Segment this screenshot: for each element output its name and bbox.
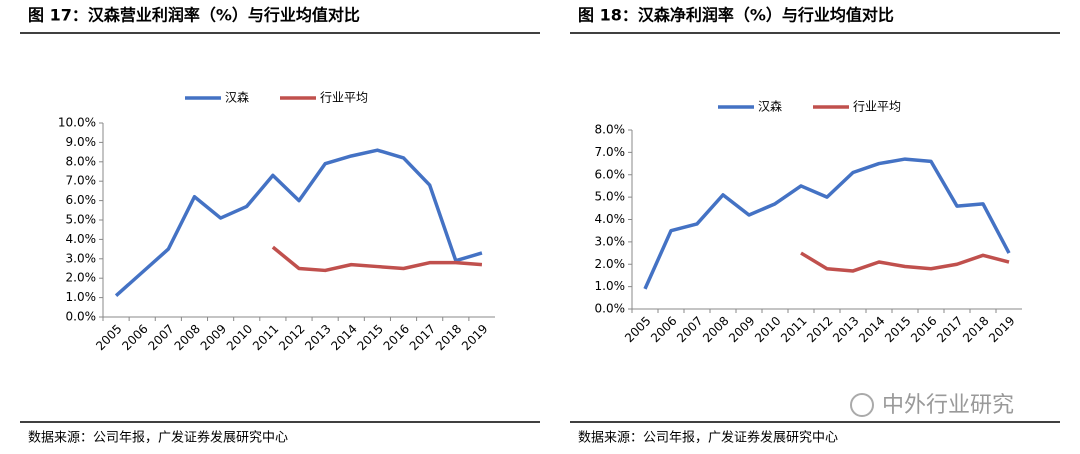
x-tick-label: 2011 [778,314,809,345]
series-line [114,148,483,297]
x-tick-label: 2008 [700,314,731,345]
x-tick-label: 2007 [674,314,705,345]
y-tick-label: 8.0% [595,123,626,137]
watermark-icon [850,393,874,417]
x-tick-label: 2019 [459,322,490,353]
x-tick-label: 2006 [119,322,150,353]
y-tick-label: 6.0% [66,193,97,207]
x-tick-label: 2008 [172,322,203,353]
legend-label: 行业平均 [320,91,368,105]
chart-title: 图 17：汉森营业利润率（%）与行业均值对比 [28,6,360,25]
series-line [271,245,483,273]
chart-panel: 图 18：汉森净利润率（%）与行业均值对比数据来源：公司年报，广发证券发展研究中… [570,6,1060,446]
x-tick-label: 2017 [407,322,438,353]
x-tick-label: 2015 [354,322,385,353]
x-tick-label: 2005 [93,322,124,353]
x-tick-label: 2010 [752,314,783,345]
x-tick-label: 2006 [648,314,679,345]
x-tick-label: 2011 [250,322,281,353]
x-tick-label: 2009 [198,322,229,353]
watermark-text: 中外行业研究 [882,393,1014,418]
y-tick-label: 2.0% [66,271,97,285]
y-tick-label: 7.0% [595,145,626,159]
x-tick-label: 2005 [622,314,653,345]
y-tick-label: 4.0% [595,212,626,226]
y-tick-label: 3.0% [595,234,626,248]
y-tick-label: 7.0% [66,174,97,188]
y-tick-label: 0.0% [595,302,626,316]
watermark: 中外行业研究 [850,393,1014,418]
series-line [643,157,1011,290]
x-tick-label: 2013 [830,314,861,345]
y-tick-label: 10.0% [58,116,96,130]
y-tick-label: 0.0% [66,310,97,324]
y-tick-label: 2.0% [595,257,626,271]
x-tick-label: 2012 [276,322,307,353]
y-tick-label: 1.0% [66,290,97,304]
legend-label: 汉森 [225,90,249,105]
x-tick-label: 2019 [986,314,1017,345]
x-tick-label: 2018 [433,322,464,353]
x-tick-label: 2017 [934,314,965,345]
y-tick-label: 6.0% [595,167,626,181]
x-tick-label: 2009 [726,314,757,345]
source-note: 数据来源：公司年报，广发证券发展研究中心 [28,430,288,446]
x-tick-label: 2018 [960,314,991,345]
legend-label: 行业平均 [853,100,901,114]
source-note: 数据来源：公司年报，广发证券发展研究中心 [578,430,838,446]
y-tick-label: 1.0% [595,279,626,293]
x-tick-label: 2015 [882,314,913,345]
x-tick-label: 2016 [908,314,939,345]
x-tick-label: 2007 [145,322,176,353]
x-tick-label: 2012 [804,314,835,345]
y-tick-label: 9.0% [66,135,97,149]
x-tick-label: 2010 [224,322,255,353]
x-tick-label: 2016 [381,322,412,353]
chart-panel: 图 17：汉森营业利润率（%）与行业均值对比数据来源：公司年报，广发证券发展研究… [20,6,540,446]
y-tick-label: 3.0% [66,251,97,265]
x-tick-label: 2014 [856,314,887,345]
legend-label: 汉森 [758,99,782,114]
y-tick-label: 4.0% [66,232,97,246]
chart-title: 图 18：汉森净利润率（%）与行业均值对比 [578,6,894,25]
y-tick-label: 5.0% [66,213,97,227]
y-tick-label: 8.0% [66,154,97,168]
x-tick-label: 2013 [302,322,333,353]
series-line [800,251,1010,273]
y-tick-label: 5.0% [595,190,626,204]
x-tick-label: 2014 [328,322,359,353]
